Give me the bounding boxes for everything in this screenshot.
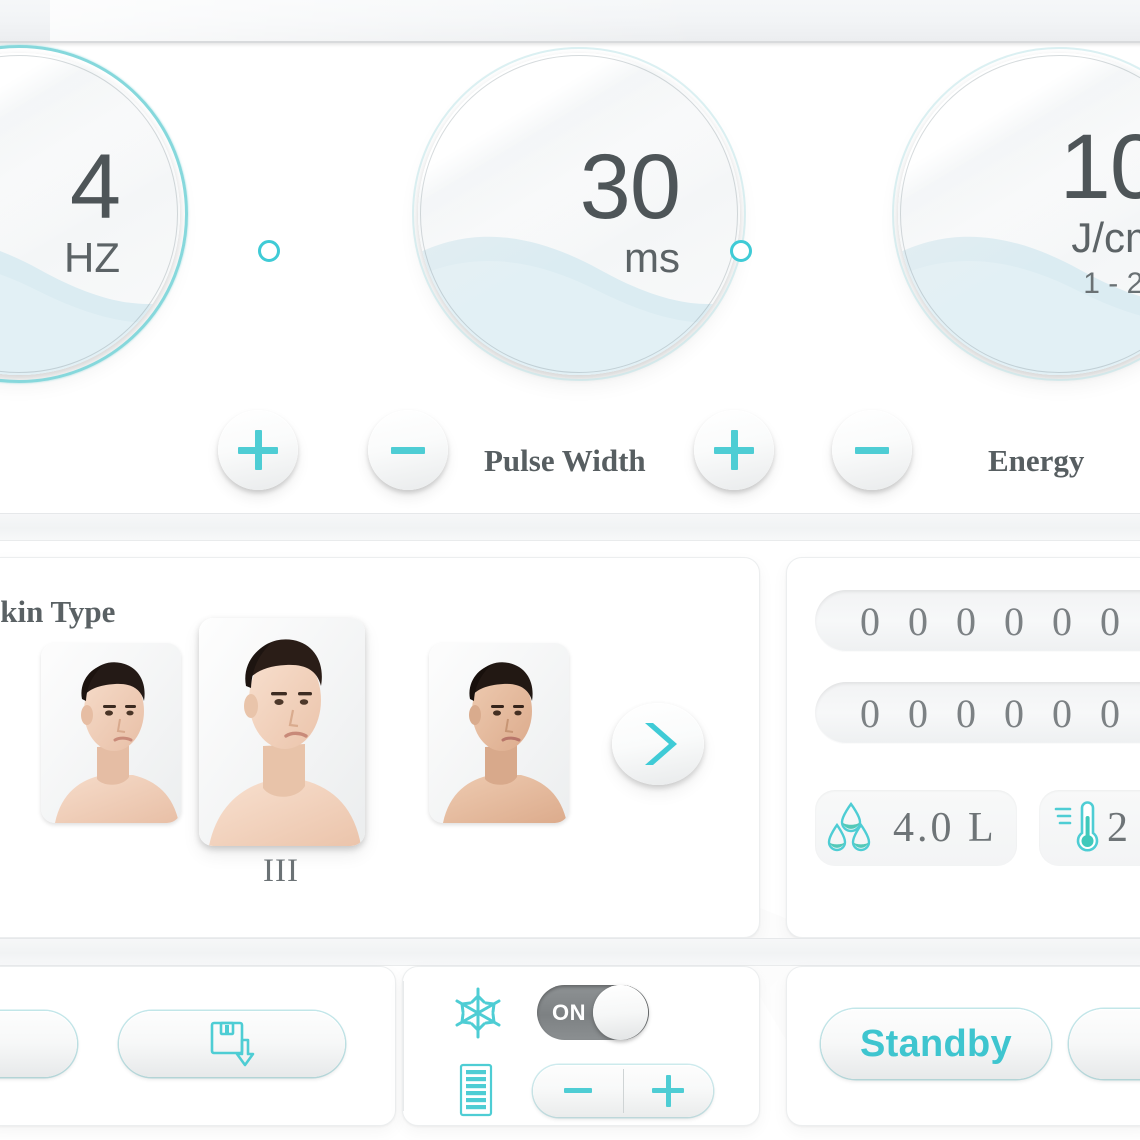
energy-range: 1 - 25 <box>1083 266 1140 300</box>
ready-button[interactable]: R <box>1069 1009 1140 1079</box>
water-drops-icon <box>827 801 871 852</box>
pulse-width-unit: ms <box>624 234 680 282</box>
floppy-save-icon <box>210 1021 255 1067</box>
memory-save-button[interactable] <box>119 1011 345 1077</box>
energy-unit: J/cm <box>1071 214 1140 262</box>
energy-decrease-button[interactable] <box>832 410 912 490</box>
cooling-toggle[interactable]: ON <box>537 985 649 1040</box>
temperature-value: 2 <box>1107 805 1131 851</box>
pulse-width-value: 30 <box>579 136 681 239</box>
skin-type-selected-label: III <box>263 853 299 889</box>
frequency-value: 4 <box>69 136 121 239</box>
pulse-width-decrease-button[interactable] <box>368 410 448 490</box>
energy-dial[interactable]: 10 J/cm 1 - 25 <box>898 53 1140 375</box>
thermometer-icon <box>1054 801 1099 852</box>
energy-caption: Energy <box>988 443 1085 478</box>
pulse-width-dial-readout: 30 ms <box>418 53 740 375</box>
cooling-toggle-knob[interactable] <box>593 985 648 1040</box>
pulse-width-dial-knob[interactable] <box>730 240 752 262</box>
face-photo-2 <box>199 618 365 846</box>
counters-panel: 0 0 0 0 0 0 0 0 0 0 0 0 0 0 4.0 L <box>786 557 1140 938</box>
plus-icon <box>238 430 278 470</box>
memory-recall-button[interactable] <box>0 1011 77 1077</box>
cooling-level-increase-button[interactable] <box>623 1065 713 1117</box>
water-level-value: 4.0 L <box>893 805 997 851</box>
standby-label: Standby <box>859 1022 1012 1065</box>
minus-icon <box>852 430 892 470</box>
skin-type-label: Skin Type <box>0 594 116 629</box>
pulse-width-dial[interactable]: 30 ms <box>418 53 740 375</box>
skin-type-swatch-1[interactable] <box>41 643 181 823</box>
energy-value: 10 <box>1059 116 1140 219</box>
session-shot-counter: 0 0 0 0 0 0 0 <box>815 682 1140 744</box>
frequency-dial-readout: 4 HZ <box>0 53 180 375</box>
skin-type-panel: Skin Type <box>0 557 760 938</box>
chevron-right-icon <box>645 723 677 765</box>
cooling-panel-left-divider <box>403 981 404 1111</box>
frequency-dial-knob[interactable] <box>258 240 280 262</box>
cooling-level-stepper[interactable] <box>533 1065 713 1117</box>
snowflake-icon <box>455 987 501 1039</box>
energy-dial-readout: 10 J/cm 1 - 25 <box>898 53 1140 375</box>
temperature-readout: 2 <box>1039 790 1140 866</box>
memory-panel <box>0 966 396 1126</box>
pulse-width-dial-track-ring <box>412 47 746 381</box>
session-shot-counter-digits: 0 0 0 0 0 0 0 <box>860 690 1140 736</box>
total-shot-counter: 0 0 0 0 0 0 0 <box>815 590 1140 652</box>
pulse-width-caption: Pulse Width <box>484 443 646 478</box>
cooling-level-decrease-button[interactable] <box>533 1065 623 1117</box>
frequency-unit: HZ <box>64 234 120 282</box>
level-bars-icon-wrap <box>459 1063 493 1122</box>
plus-icon <box>714 430 754 470</box>
middle-row-separator <box>0 938 1140 966</box>
total-shot-counter-digits: 0 0 0 0 0 0 0 <box>860 598 1140 644</box>
minus-icon <box>388 430 428 470</box>
frequency-dial[interactable]: 4 HZ <box>0 53 180 375</box>
face-photo-3 <box>429 643 569 823</box>
snowflake-icon-wrap <box>451 985 505 1046</box>
frequency-increase-button[interactable] <box>218 410 298 490</box>
water-level-readout: 4.0 L <box>815 790 1017 866</box>
minus-icon <box>563 1076 593 1106</box>
cooling-panel: ON <box>402 966 760 1126</box>
dial-row-separator <box>0 513 1140 541</box>
level-bars-icon <box>459 1063 493 1117</box>
cooling-toggle-label: ON <box>552 999 586 1025</box>
plus-icon <box>652 1075 684 1107</box>
skin-type-swatch-3[interactable] <box>429 643 569 823</box>
parameter-dial-row: 4 HZ Frequency <box>0 45 1140 513</box>
skin-type-next-button[interactable] <box>612 703 704 785</box>
face-photo-1 <box>41 643 181 823</box>
window-header-strip <box>0 0 1140 43</box>
standby-button[interactable]: Standby <box>821 1009 1051 1079</box>
pulse-width-increase-button[interactable] <box>694 410 774 490</box>
machine-state-panel: Standby R <box>786 966 1140 1126</box>
skin-type-swatch-2[interactable] <box>199 618 365 846</box>
